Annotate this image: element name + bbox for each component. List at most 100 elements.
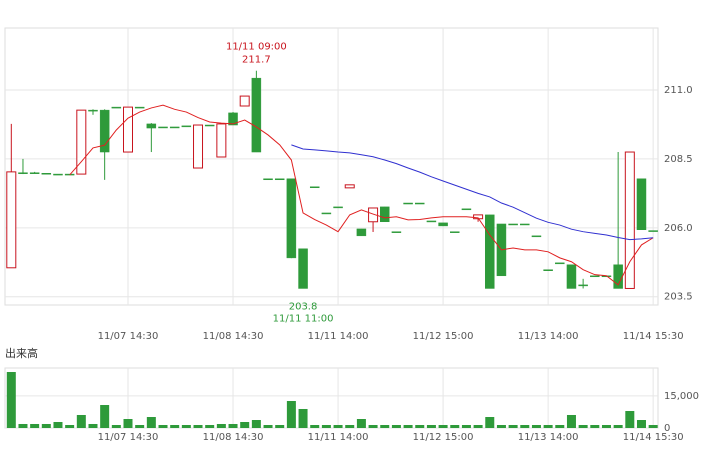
candle-body <box>508 223 518 226</box>
x-tick-label: 11/08 14:30 <box>203 331 264 342</box>
volume-bar <box>590 425 600 428</box>
candle-body <box>263 178 273 181</box>
volume-bar <box>146 417 156 428</box>
volume-bar <box>601 425 611 428</box>
x-tick-label: 11/13 14:00 <box>518 331 579 342</box>
candle-body <box>636 178 647 231</box>
volume-bar <box>193 425 203 428</box>
volume-bar <box>170 425 180 428</box>
volume-bar <box>356 419 366 428</box>
candle-body <box>344 184 355 189</box>
y-tick-label: 208.5 <box>664 154 693 165</box>
candle-body <box>415 202 425 205</box>
volume-bar <box>543 425 553 428</box>
volume-bar <box>531 425 541 428</box>
candle-body <box>286 178 297 259</box>
volume-bar <box>520 425 530 428</box>
volume-bar <box>380 425 390 428</box>
candle-body <box>391 231 402 233</box>
volume-bar <box>578 425 588 428</box>
candle-body <box>590 275 600 278</box>
candle-body <box>368 207 379 223</box>
volume-bar <box>205 425 215 428</box>
y-tick-label: 0 <box>664 423 670 434</box>
volume-bar <box>473 425 483 428</box>
volume-bar <box>613 425 623 428</box>
candle-body <box>274 178 285 181</box>
candle-body <box>53 173 63 176</box>
volume-bar <box>135 425 145 428</box>
volume-bar <box>310 425 320 428</box>
volume-bar <box>333 425 343 428</box>
volume-bar <box>345 425 355 428</box>
candle-body <box>520 223 530 226</box>
x-tick-label: 11/12 15:00 <box>413 432 474 443</box>
min-time: 11/11 11:00 <box>273 313 334 324</box>
candle-body <box>624 151 635 289</box>
candle-body <box>18 172 28 174</box>
candle-body <box>6 171 17 269</box>
candle-body <box>298 248 308 289</box>
y-tick-label: 211.0 <box>664 85 693 96</box>
min-value: 203.8 <box>289 301 318 312</box>
volume-bar <box>88 423 98 428</box>
volume-bar <box>368 425 378 428</box>
volume-bar <box>111 425 121 428</box>
volume-bar <box>240 422 250 428</box>
volume-bar <box>461 425 471 428</box>
max-time: 11/11 09:00 <box>226 42 287 53</box>
ma-line <box>291 144 654 241</box>
price-panel <box>4 27 659 306</box>
volume-bar <box>286 401 296 428</box>
candle-body <box>29 172 40 174</box>
volume-bar <box>508 425 518 428</box>
candle-body <box>333 206 343 209</box>
volume-bar <box>6 372 16 428</box>
volume-bar <box>65 425 75 428</box>
volume-bar <box>228 423 238 428</box>
candle-body <box>193 124 204 169</box>
volume-bar <box>648 425 658 428</box>
candle-body <box>146 123 157 129</box>
volume-bar <box>415 425 425 428</box>
volume-bar <box>625 411 635 428</box>
candle-body <box>485 214 495 289</box>
candle-body <box>228 112 238 126</box>
volume-bar <box>391 425 401 428</box>
candle-body <box>181 125 192 128</box>
candle-body <box>555 262 565 265</box>
volume-bar <box>426 425 436 428</box>
candle-body <box>566 264 577 289</box>
volume-bar <box>566 414 576 428</box>
volume-bar <box>18 423 28 428</box>
volume-bar <box>298 408 308 428</box>
x-tick-label: 11/14 15:30 <box>623 331 684 342</box>
volume-bar <box>41 423 51 428</box>
x-tick-label: 11/07 14:30 <box>98 432 159 443</box>
candle-body <box>438 222 448 227</box>
volume-bar <box>485 417 495 428</box>
candle-body <box>531 235 542 238</box>
volume-bar <box>636 420 646 428</box>
volume-bar <box>263 425 273 428</box>
candle-body <box>239 95 250 107</box>
candle-body <box>99 109 110 153</box>
candle-body <box>76 109 87 175</box>
candle-body <box>450 231 460 233</box>
candle-body <box>169 126 180 129</box>
volume-bar <box>496 425 506 428</box>
x-tick-label: 11/11 14:00 <box>308 331 369 342</box>
candle-body <box>379 206 390 223</box>
volume-bar <box>158 425 168 428</box>
x-tick-label: 11/12 15:00 <box>413 331 474 342</box>
candle-body <box>309 186 320 189</box>
candle-body <box>578 284 588 287</box>
x-tick-label: 11/07 14:30 <box>98 331 159 342</box>
candle-body <box>321 212 332 215</box>
ma-line <box>69 104 654 286</box>
candle-body <box>426 220 437 223</box>
candle-body <box>461 208 472 211</box>
volume-bar <box>275 425 285 428</box>
candle-body <box>158 126 168 129</box>
